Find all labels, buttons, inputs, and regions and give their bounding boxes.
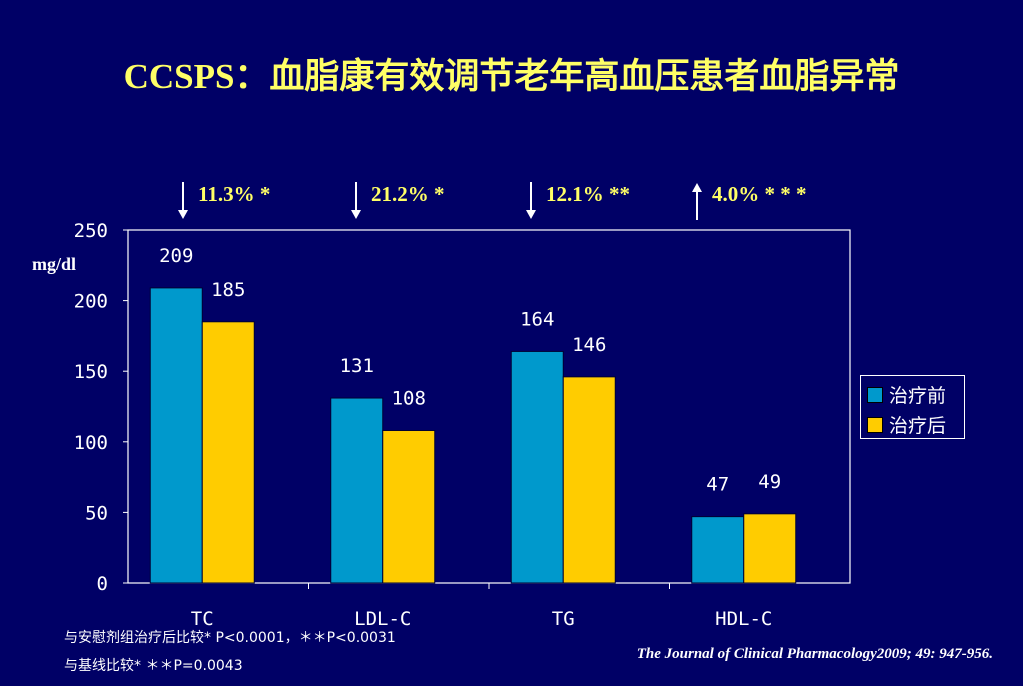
data-label: 185 [211,279,245,301]
y-tick-label: 50 [85,502,108,524]
bar [330,397,384,584]
change-annotation-hdl: 4.0% * * * [690,182,807,220]
bar [562,376,616,584]
down-arrow-icon [526,182,536,219]
data-label: 49 [758,471,781,493]
data-label: 146 [572,334,606,356]
chart-legend: 治疗前 治疗后 [860,375,965,439]
bar [382,430,436,584]
legend-label: 治疗前 [889,385,947,407]
down-arrow-icon [178,182,188,219]
x-tick-label: TG [552,608,575,630]
footnote-2: 与基线比较* ＊＊P=0.0043 [64,658,243,674]
change-annotation-tg: 12.1% ** [524,182,630,220]
legend-label: 治疗后 [889,415,947,437]
data-label: 209 [159,245,193,267]
data-label: 164 [520,308,554,330]
bar [510,350,564,584]
up-arrow-icon [692,183,702,220]
x-tick-label: HDL-C [715,608,772,630]
y-tick-label: 150 [74,361,108,383]
slide-title: CCSPS：血脂康有效调节老年高血压患者血脂异常 [123,57,900,96]
change-text: 11.3% * [198,182,271,206]
y-tick-label: 250 [74,220,108,242]
data-label: 108 [392,388,426,410]
y-tick-label: 100 [74,432,108,454]
bar [743,513,797,584]
legend-swatch [867,386,883,403]
y-tick-label: 0 [97,573,108,595]
footnote-1: 与安慰剂组治疗后比较* P<0.0001，＊＊P<0.0031 [64,630,396,646]
change-text: 12.1% ** [546,182,630,206]
change-annotation-tc: 11.3% * [176,182,270,220]
x-tick-label: TC [191,608,214,630]
legend-swatch [867,416,883,433]
change-text: 21.2% * [371,182,445,206]
y-axis-label: mg/dl [32,254,76,274]
y-tick-label: 200 [74,291,108,313]
down-arrow-icon [351,182,361,219]
legend-item-after: 治疗后 [867,411,946,438]
change-text: 4.0% * * * [712,182,807,206]
x-tick-label: LDL-C [354,608,411,630]
bar [691,516,745,584]
bar [201,321,255,584]
citation: The Journal of Clinical Pharmacology2009… [636,646,993,662]
change-annotation-ldl: 21.2% * [349,182,445,220]
data-label: 131 [340,355,374,377]
data-label: 47 [706,474,729,496]
legend-item-before: 治疗前 [867,381,946,408]
bar [149,287,203,584]
